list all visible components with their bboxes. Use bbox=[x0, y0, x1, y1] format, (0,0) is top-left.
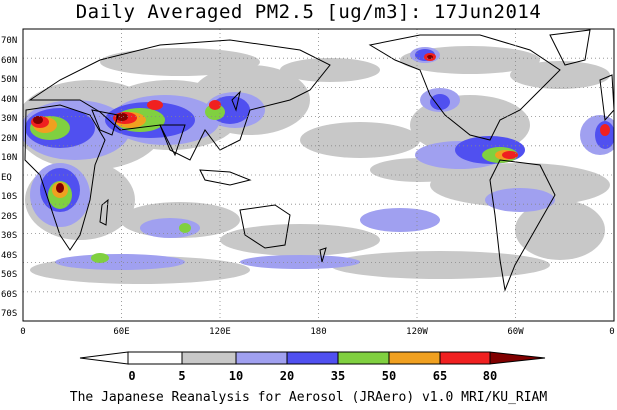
colorbar-label: 10 bbox=[229, 369, 243, 383]
colorbar-segment bbox=[439, 351, 491, 365]
lat-label: 60N bbox=[1, 56, 17, 66]
map-panel bbox=[22, 28, 615, 322]
colorbar-label: 0 bbox=[128, 369, 135, 383]
lat-label: EQ bbox=[1, 173, 12, 183]
colorbar-segment bbox=[235, 351, 288, 365]
lon-label: 60E bbox=[113, 327, 129, 337]
lon-label: 120E bbox=[209, 327, 231, 337]
lat-label: 30N bbox=[1, 114, 17, 124]
lat-label: 40S bbox=[1, 251, 17, 261]
lat-label: 70N bbox=[1, 36, 17, 46]
lat-label: 30S bbox=[1, 231, 17, 241]
colorbar-label: 5 bbox=[178, 369, 185, 383]
lat-label: 20S bbox=[1, 212, 17, 222]
lat-label: 10S bbox=[1, 192, 17, 202]
colorbar-segment bbox=[181, 351, 237, 365]
colorbar-segment bbox=[286, 351, 339, 365]
colorbar-min-triangle bbox=[79, 351, 129, 365]
colorbar-label: 50 bbox=[382, 369, 396, 383]
map-title: Daily Averaged PM2.5 [ug/m3]: 17Jun2014 bbox=[75, 1, 542, 23]
lat-label: 10N bbox=[1, 153, 17, 163]
map-frame bbox=[22, 28, 615, 322]
colorbar-label: 65 bbox=[433, 369, 447, 383]
lat-label: 20N bbox=[1, 134, 17, 144]
lat-label: 70S bbox=[1, 309, 17, 319]
colorbar-segment bbox=[388, 351, 441, 365]
lon-label: 60W bbox=[507, 327, 524, 337]
colorbar-segment bbox=[337, 351, 390, 365]
lat-label: 60S bbox=[1, 290, 17, 300]
colorbar: 0 5 10 20 35 50 65 80 bbox=[79, 351, 546, 383]
longitude-labels: 0 60E 120E 180 120W 60W 0 bbox=[20, 327, 614, 337]
lon-label: 180 bbox=[310, 327, 326, 337]
lon-label: 0 bbox=[609, 327, 614, 337]
colorbar-segment bbox=[127, 351, 183, 365]
coastlines bbox=[24, 29, 614, 292]
lat-label: 50S bbox=[1, 270, 17, 280]
colorbar-label: 20 bbox=[280, 369, 294, 383]
colorbar-label: 35 bbox=[331, 369, 345, 383]
lat-label: 50N bbox=[1, 75, 17, 85]
lon-label: 120W bbox=[406, 327, 428, 337]
credit-line: The Japanese Reanalysis for Aerosol (JRA… bbox=[69, 390, 548, 405]
colorbar-max-triangle bbox=[489, 351, 546, 365]
graticule bbox=[23, 29, 614, 321]
lat-label: 40N bbox=[1, 95, 17, 105]
lon-label: 0 bbox=[20, 327, 25, 337]
latitude-labels: 70N 60N 50N 40N 30N 20N 10N EQ 10S 20S 3… bbox=[1, 36, 17, 319]
colorbar-label: 80 bbox=[483, 369, 497, 383]
pm25-field bbox=[23, 29, 614, 321]
